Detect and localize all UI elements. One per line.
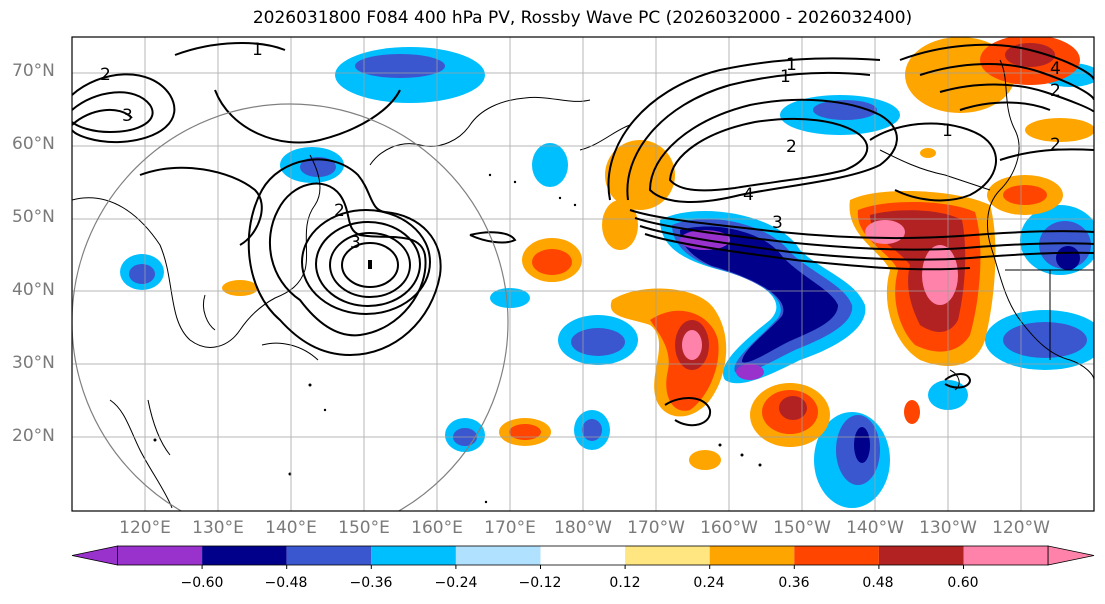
lon-label: 140°E (265, 518, 317, 538)
colorbar-tick-label: −0.48 (264, 575, 308, 591)
lon-label: 120°E (119, 518, 171, 538)
contour-label: 1 (786, 55, 797, 75)
colorbar-tick-label: −0.12 (518, 575, 562, 591)
lon-label: 120°W (992, 518, 1050, 538)
colorbar-tick-label: 0.36 (778, 575, 810, 591)
colorbar-tick-label: 0.60 (947, 575, 979, 591)
lat-label-50n: 50°N (12, 207, 55, 227)
lon-label: 130°W (919, 518, 977, 538)
colorbar-segment (286, 546, 372, 565)
lon-label: 180°W (554, 518, 612, 538)
lon-label: 160°E (411, 518, 463, 538)
colorbar-tick-label: 0.24 (693, 575, 725, 591)
contour-label: 1 (780, 67, 791, 87)
contour-label: 1 (942, 121, 953, 141)
colorbar-segment (540, 546, 626, 565)
lat-label-30n: 30°N (12, 353, 55, 373)
colorbar-segment (202, 546, 287, 565)
lat-label-20n: 20°N (12, 426, 55, 446)
colorbar-tick-label: 0.12 (609, 575, 641, 591)
colorbar-tick-label: −0.24 (434, 575, 478, 591)
pv-contours (72, 42, 1094, 427)
contour-label: 2 (1050, 81, 1061, 101)
contour-label: 2 (334, 201, 345, 221)
contour-label: 2 (786, 137, 797, 157)
contour-label: 2 (100, 65, 111, 85)
map-title: 2026031800 F084 400 hPa PV, Rossby Wave … (252, 8, 913, 28)
contour-label: 4 (743, 185, 754, 205)
colorbar-tick-label: 0.48 (862, 575, 894, 591)
contour-label: 1 (252, 40, 263, 60)
colorbar-segment (455, 546, 541, 565)
colorbar-segment (625, 546, 710, 565)
radius-circle (72, 103, 509, 511)
contour-label: 2 (1050, 135, 1061, 155)
contour-labels: 1 1 1 1 2 2 2 2 2 3 3 3 4 4 (100, 40, 1061, 253)
map-frame (71, 36, 1095, 512)
colorbar-segment (709, 546, 795, 565)
colorbar-extend-max (1047, 545, 1095, 566)
colorbar-extend-min (71, 545, 118, 566)
lon-label: 170°E (484, 518, 536, 538)
colorbar-segment (117, 546, 203, 565)
lat-label-70n: 70°N (12, 61, 55, 81)
colorbar-segment (371, 546, 456, 565)
colorbar-tick-label: −0.60 (180, 575, 224, 591)
pv-anomaly-shading (120, 37, 1094, 508)
lon-label: 150°E (338, 518, 390, 538)
contour-label: 3 (122, 106, 133, 126)
lon-label: 160°W (700, 518, 758, 538)
colorbar (71, 545, 1095, 569)
lon-label: 130°E (192, 518, 244, 538)
colorbar-outline (117, 545, 1049, 566)
lat-label-40n: 40°N (12, 280, 55, 300)
lon-label: 140°W (846, 518, 904, 538)
colorbar-segment (794, 546, 879, 565)
colorbar-tick-label: −0.36 (349, 575, 393, 591)
small-islands (153, 173, 762, 504)
contour-label: 4 (1050, 59, 1061, 79)
lat-label-60n: 60°N (12, 134, 55, 154)
lon-label: 150°W (773, 518, 831, 538)
contour-label: 3 (772, 213, 783, 233)
colorbar-segment (963, 546, 1049, 565)
cyclone-center-marker (368, 260, 372, 269)
colorbar-segment (878, 546, 964, 565)
contour-label: 3 (350, 233, 361, 253)
lon-label: 170°W (627, 518, 685, 538)
